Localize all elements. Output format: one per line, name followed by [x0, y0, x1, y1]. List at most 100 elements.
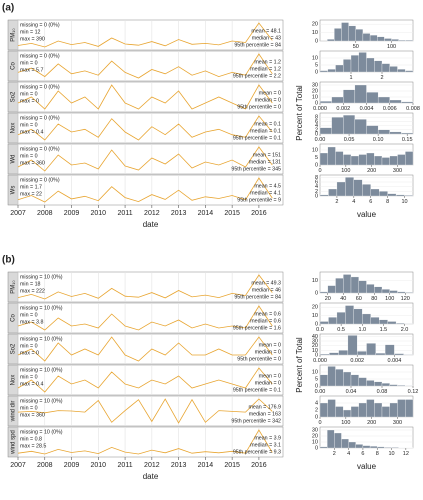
hist-bar — [381, 289, 390, 294]
stat-right: median = 163 — [249, 411, 281, 417]
hist-bar — [397, 69, 406, 73]
hist-bar — [348, 25, 356, 42]
hist-bar — [389, 66, 398, 73]
stat-left: min = 0 — [20, 153, 38, 159]
y-tick-label: 4 — [315, 184, 318, 190]
series-line — [17, 336, 273, 362]
x-tick-label: 2009 — [64, 462, 80, 469]
stat-left: min = 0 — [20, 122, 38, 128]
y-tick-label: 10 — [312, 369, 318, 375]
hist-bar — [355, 29, 364, 42]
stat-right: median = 0 — [255, 380, 281, 386]
x-tick-label: 20 — [325, 296, 331, 302]
hist-bar — [331, 117, 344, 135]
hist-bar — [384, 447, 392, 449]
x-tick-label: 0.0 — [316, 327, 324, 333]
hist-bar — [358, 280, 367, 294]
hist-bar — [391, 447, 399, 449]
hist-bar — [381, 406, 390, 418]
stat-left: min = 0 — [20, 60, 38, 66]
hist-bar — [327, 69, 336, 73]
y-tick-label: 0 — [315, 352, 318, 358]
x-tick-label: 60 — [356, 296, 362, 302]
stat-right: mean = 1.2 — [254, 59, 281, 65]
hist-bar — [374, 381, 383, 387]
x-tick-label: 2 — [335, 199, 338, 205]
y-tick-label: 20 — [312, 433, 318, 439]
x-tick-label: 2 — [380, 75, 383, 81]
stat-left: min = 1.7 — [20, 184, 42, 190]
hist-bar — [353, 308, 363, 325]
y-tick-label: 5 — [315, 155, 318, 161]
y-tick-label: 10 — [312, 313, 318, 319]
y-tick-label: 0 — [315, 162, 318, 168]
hist-bar — [374, 402, 383, 418]
x-tick-label: 1 — [349, 75, 352, 81]
y-tick-label: 20 — [312, 88, 318, 94]
hist-bar — [377, 446, 385, 449]
hist-bar — [348, 441, 356, 449]
x-tick-label: 2010 — [91, 462, 107, 469]
stat-left: min = 0 — [20, 312, 38, 318]
series-line — [17, 22, 273, 48]
x-tick-label: 0.10 — [373, 137, 384, 143]
hist-bar — [366, 380, 375, 387]
stat-left: max = 22 — [20, 191, 42, 197]
x-tick-label: 2013 — [171, 462, 187, 469]
strip-name: Co — [11, 62, 17, 70]
y-tick-label: 2 — [315, 127, 318, 133]
hist-bar — [319, 127, 332, 135]
stat-left: missing = 10 (0%) — [20, 336, 63, 342]
x-tick-label: 2007 — [10, 210, 26, 217]
series-line — [17, 274, 273, 300]
y-tick-label: 30 — [312, 427, 318, 433]
hist-bar — [327, 366, 336, 387]
stat-right: 95th percentile = 0 — [237, 104, 281, 110]
x-tick-label: 100 — [385, 296, 394, 302]
x-tick-label: 80 — [371, 296, 377, 302]
series-line — [17, 305, 273, 331]
y-tick-label: 8 — [315, 115, 318, 121]
hist-bar — [362, 33, 371, 42]
hist-bar — [379, 319, 388, 325]
hist-bar — [319, 194, 329, 197]
x-axis-label: value — [357, 210, 377, 219]
x-tick-label: 0.002 — [350, 358, 364, 364]
stat-right: mean = 0.1 — [254, 121, 281, 127]
hist-bar — [319, 101, 332, 104]
y-tick-label: 10 — [312, 348, 318, 354]
y-tick-label: 8 — [315, 175, 318, 181]
stat-right: 95th percentile = 84 — [234, 42, 281, 48]
stat-left: max = 5.7 — [20, 67, 43, 73]
hist-bar — [343, 409, 352, 418]
hist-bar — [384, 38, 392, 42]
x-tick-label: 2009 — [64, 210, 80, 217]
y-tick-label: 2 — [315, 407, 318, 413]
x-tick-label: 2 — [333, 451, 336, 457]
hist-bar — [334, 28, 342, 42]
hist-bar — [366, 284, 375, 294]
hist-bar — [343, 371, 352, 387]
stat-right: mean = 4.5 — [254, 183, 281, 189]
series-line — [17, 367, 273, 393]
hist-bar — [395, 323, 405, 325]
stat-right: mean = 49.3 — [251, 280, 281, 286]
x-tick-label: 100 — [387, 44, 396, 50]
x-tick-label: 12 — [403, 451, 409, 457]
stat-right: mean = 0 — [259, 90, 281, 96]
panel-label: (a) — [2, 3, 14, 14]
y-tick-label: 4 — [315, 123, 318, 129]
stat-left: missing = 0 (0%) — [20, 146, 60, 152]
series-line — [17, 115, 273, 141]
stat-right: 95th percentile = 0 — [237, 356, 281, 362]
stat-right: median = 46 — [252, 287, 281, 293]
x-tick-label: 2011 — [118, 462, 133, 469]
y-tick-label: 0 — [315, 414, 318, 420]
hist-bar — [358, 377, 367, 387]
y-tick-label: 20 — [312, 343, 318, 349]
hist-bar — [405, 40, 414, 42]
strip-plot — [17, 271, 284, 303]
strip-name: Wd — [11, 155, 17, 164]
hist-bar — [370, 188, 380, 197]
stat-left: missing = 0 (0%) — [20, 115, 60, 121]
